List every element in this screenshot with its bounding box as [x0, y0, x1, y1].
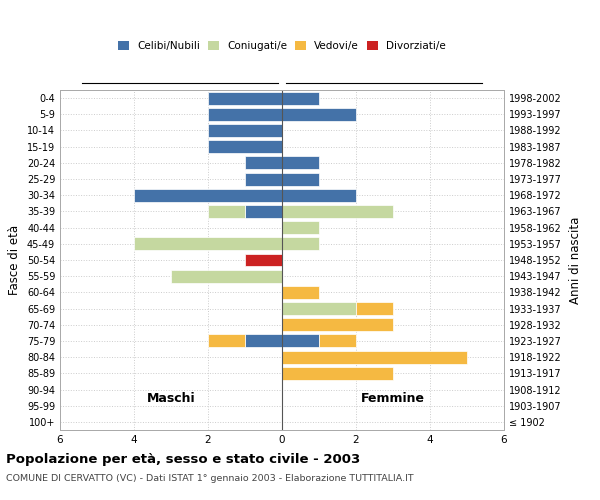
Bar — [282, 318, 393, 331]
Bar — [282, 172, 319, 186]
Bar — [245, 156, 282, 170]
Bar — [208, 140, 282, 153]
Bar — [282, 302, 356, 315]
Bar — [356, 302, 393, 315]
Bar — [282, 221, 319, 234]
Legend: Celibi/Nubili, Coniugati/e, Vedovi/e, Divorziati/e: Celibi/Nubili, Coniugati/e, Vedovi/e, Di… — [118, 41, 446, 51]
Bar — [208, 205, 245, 218]
Bar — [282, 108, 356, 121]
Bar — [208, 124, 282, 137]
Text: Femmine: Femmine — [361, 392, 425, 406]
Bar — [282, 238, 319, 250]
Text: COMUNE DI CERVATTO (VC) - Dati ISTAT 1° gennaio 2003 - Elaborazione TUTTITALIA.I: COMUNE DI CERVATTO (VC) - Dati ISTAT 1° … — [6, 474, 413, 483]
Bar — [134, 238, 282, 250]
Bar — [245, 172, 282, 186]
Bar — [208, 92, 282, 104]
Bar — [171, 270, 282, 282]
Bar — [282, 367, 393, 380]
Text: Popolazione per età, sesso e stato civile - 2003: Popolazione per età, sesso e stato civil… — [6, 452, 360, 466]
Bar — [134, 189, 282, 202]
Y-axis label: Fasce di età: Fasce di età — [8, 225, 21, 295]
Bar — [282, 286, 319, 299]
Bar — [282, 156, 319, 170]
Bar — [245, 205, 282, 218]
Bar — [282, 350, 467, 364]
Bar — [245, 254, 282, 266]
Bar — [282, 334, 319, 347]
Bar — [208, 108, 282, 121]
Bar — [208, 334, 245, 347]
Text: Maschi: Maschi — [146, 392, 196, 406]
Bar — [282, 205, 393, 218]
Bar — [319, 334, 356, 347]
Bar — [282, 189, 356, 202]
Bar — [245, 334, 282, 347]
Bar — [282, 92, 319, 104]
Y-axis label: Anni di nascita: Anni di nascita — [569, 216, 581, 304]
